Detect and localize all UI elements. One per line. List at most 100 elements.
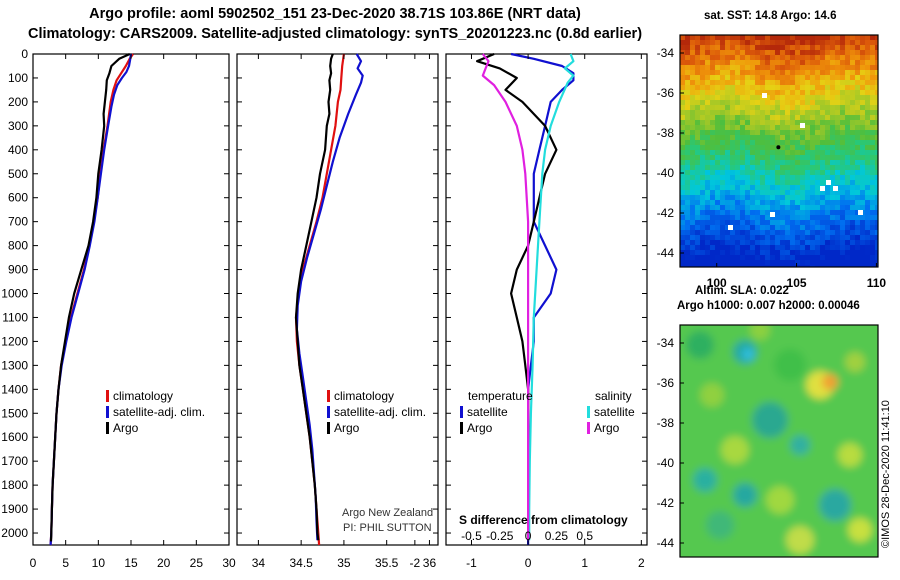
sst-cell (800, 200, 806, 206)
sst-cell (685, 45, 691, 51)
sst-cell (875, 160, 878, 166)
sst-cell (790, 55, 796, 61)
sst-cell (820, 150, 826, 156)
sst-cell (750, 125, 756, 131)
sst-cell (680, 220, 686, 226)
sst-cell (765, 230, 771, 236)
sst-cell (725, 205, 731, 211)
sst-cell (820, 55, 826, 61)
sst-cell (825, 60, 831, 66)
sst-cell (710, 85, 716, 91)
sst-cell (800, 230, 806, 236)
sst-cell (740, 180, 746, 186)
sst-cell (735, 80, 741, 86)
sst-cell (795, 155, 801, 161)
sst-cell (855, 135, 861, 141)
sst-cell (745, 90, 751, 96)
sst-cell (690, 120, 696, 126)
x-tick-label: 25 (190, 556, 204, 570)
sst-cell (695, 265, 701, 267)
sst-cell (685, 110, 691, 116)
sst-cell (750, 50, 756, 56)
sst-cell (875, 235, 878, 241)
sst-cell (725, 260, 731, 266)
sst-cell (855, 150, 861, 156)
sst-cell (705, 85, 711, 91)
sst-cell (875, 40, 878, 46)
sst-cell (845, 35, 851, 41)
sst-cell (760, 155, 766, 161)
sst-cell (845, 190, 851, 196)
sst-cell (830, 80, 836, 86)
sst-cell (785, 120, 791, 126)
sst-cell (875, 35, 878, 41)
sst-cell (760, 185, 766, 191)
sst-cell (830, 245, 836, 251)
sst-cell (840, 85, 846, 91)
sst-cell (720, 125, 726, 131)
sst-cell (770, 215, 776, 221)
sst-cell (695, 190, 701, 196)
sla-lat-label: -36 (657, 376, 675, 390)
sst-cell (725, 80, 731, 86)
sst-cell (840, 60, 846, 66)
sst-cell (730, 195, 736, 201)
sst-cell (740, 150, 746, 156)
sst-cell (845, 140, 851, 146)
sst-cell (850, 175, 856, 181)
sst-cell (830, 260, 836, 266)
sst-cell (805, 70, 811, 76)
sst-cell (865, 180, 871, 186)
sst-cell (765, 85, 771, 91)
sst-cell (695, 170, 701, 176)
sst-cell (740, 120, 746, 126)
sst-cell (740, 140, 746, 146)
sst-cell (770, 165, 776, 171)
sst-cell (855, 35, 861, 41)
sst-cell (690, 170, 696, 176)
sst-cell (830, 210, 836, 216)
sst-cell (720, 245, 726, 251)
sst-cell (750, 200, 756, 206)
sst-cell (685, 175, 691, 181)
sst-cell (765, 235, 771, 241)
sst-cell (840, 125, 846, 131)
sst-cell (690, 65, 696, 71)
sst-cell (755, 265, 761, 267)
sst-cell (825, 200, 831, 206)
sst-cell (715, 75, 721, 81)
sst-cell (860, 40, 866, 46)
sst-cell (795, 70, 801, 76)
sst-cell (735, 150, 741, 156)
sst-cell (865, 165, 871, 171)
sst-cell (695, 145, 701, 151)
sst-cell (810, 165, 816, 171)
sst-cell (695, 200, 701, 206)
sst-cell (785, 175, 791, 181)
sst-cell (735, 85, 741, 91)
sst-cell (840, 165, 846, 171)
sst-cell (860, 230, 866, 236)
sst-cell (870, 255, 876, 261)
sst-cell (735, 115, 741, 121)
sst-cell (760, 70, 766, 76)
sst-cell (690, 225, 696, 231)
sst-cell (740, 200, 746, 206)
sst-cell (680, 65, 686, 71)
sst-cell (810, 55, 816, 61)
sst-cell (850, 70, 856, 76)
sst-cell (810, 100, 816, 106)
sst-cell (860, 115, 866, 121)
sla-anomaly-blob (766, 486, 794, 514)
sst-cell (795, 185, 801, 191)
sst-cell (720, 35, 726, 41)
sst-cell (690, 245, 696, 251)
sst-cell (865, 255, 871, 261)
sst-cell (810, 135, 816, 141)
sst-cell (765, 165, 771, 171)
sst-cell (775, 95, 781, 101)
sst-cell (870, 115, 876, 121)
sst-cell (750, 65, 756, 71)
sst-cell (850, 205, 856, 211)
sst-cell (755, 110, 761, 116)
